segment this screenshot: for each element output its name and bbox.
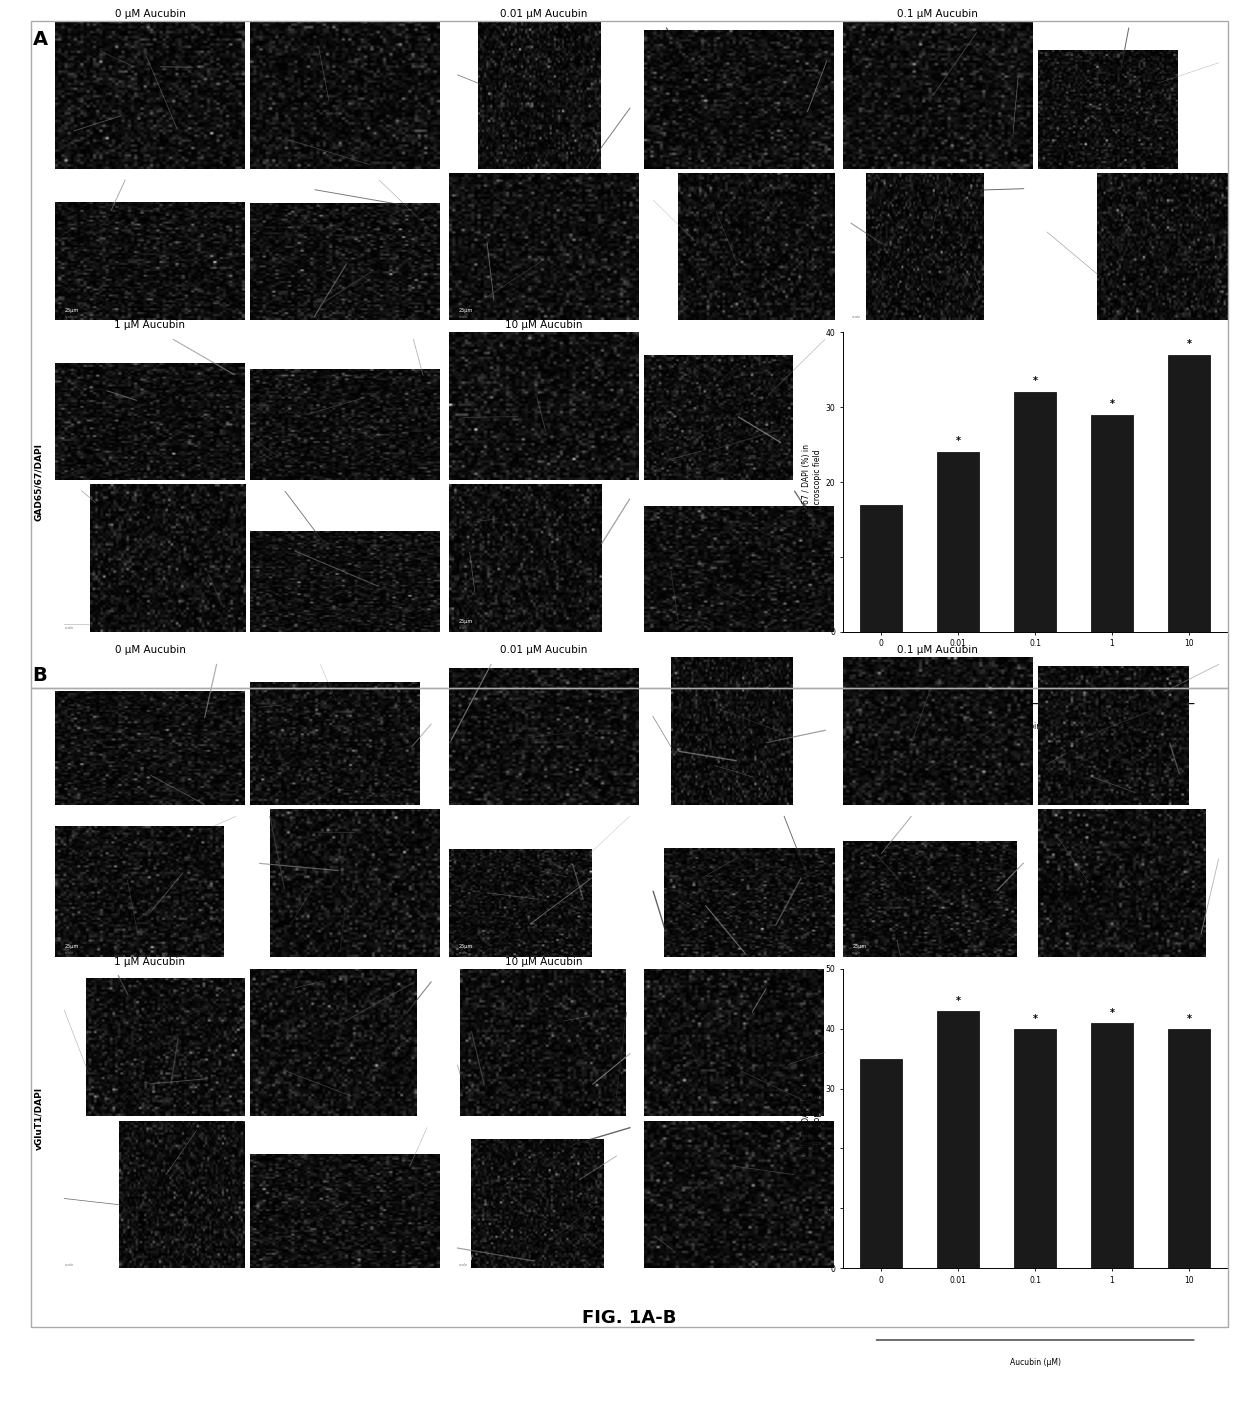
Bar (1168, 355, 1210, 632)
Text: *: * (1110, 399, 1115, 409)
Text: A: A (32, 29, 47, 49)
Text: scale: scale (459, 314, 467, 319)
Bar (937, 1011, 980, 1268)
Title: 0.1 μM Aucubin: 0.1 μM Aucubin (897, 646, 978, 656)
Text: Aucubin (μM): Aucubin (μM) (1009, 722, 1060, 730)
Title: 10 μM Aucubin: 10 μM Aucubin (505, 320, 583, 330)
Text: scale: scale (64, 1262, 74, 1266)
Text: GAD65/67/DAPI: GAD65/67/DAPI (35, 444, 43, 521)
Text: 25μm: 25μm (459, 307, 472, 313)
Text: B: B (32, 667, 47, 685)
Text: *: * (1187, 338, 1192, 348)
Text: *: * (1110, 1008, 1115, 1018)
Title: 0.01 μM Aucubin: 0.01 μM Aucubin (500, 8, 588, 18)
Text: scale: scale (459, 952, 467, 955)
Text: 25μm: 25μm (852, 945, 867, 949)
Title: 1 μM Aucubin: 1 μM Aucubin (114, 320, 186, 330)
Text: 25μm: 25μm (459, 619, 472, 625)
Title: 1 μM Aucubin: 1 μM Aucubin (114, 956, 186, 966)
Title: 0.1 μM Aucubin: 0.1 μM Aucubin (897, 8, 978, 18)
Text: 25μm: 25μm (64, 619, 79, 625)
Text: 25μm: 25μm (852, 307, 867, 313)
Text: vGluT1/DAPI: vGluT1/DAPI (35, 1087, 43, 1150)
Text: *: * (1187, 1014, 1192, 1024)
Text: 25μm: 25μm (64, 1255, 79, 1261)
Bar (1014, 392, 1056, 632)
Text: scale: scale (459, 626, 467, 630)
Bar (1091, 1022, 1133, 1268)
Text: Aucubin (μM): Aucubin (μM) (1009, 1358, 1060, 1367)
Bar (1014, 1029, 1056, 1268)
Bar (1091, 414, 1133, 632)
Text: 25μm: 25μm (64, 307, 79, 313)
Title: 0.01 μM Aucubin: 0.01 μM Aucubin (500, 646, 588, 656)
Text: 25μm: 25μm (459, 1255, 472, 1261)
Text: scale: scale (852, 952, 862, 955)
Title: 0 μM Aucubin: 0 μM Aucubin (114, 646, 186, 656)
Y-axis label: vGluT1 / DAPI (%) in
microscopic field: vGluT1 / DAPI (%) in microscopic field (802, 1080, 822, 1157)
Text: scale: scale (852, 314, 862, 319)
Y-axis label: GAD67 / DAPI (%) in
microscopic field: GAD67 / DAPI (%) in microscopic field (802, 444, 822, 521)
Text: scale: scale (64, 314, 74, 319)
Text: 25μm: 25μm (64, 945, 79, 949)
Text: *: * (956, 437, 961, 446)
Text: *: * (1033, 376, 1038, 386)
Text: scale: scale (64, 952, 74, 955)
Text: scale: scale (64, 626, 74, 630)
Text: 25μm: 25μm (459, 945, 472, 949)
Bar (861, 1059, 903, 1268)
Title: 10 μM Aucubin: 10 μM Aucubin (505, 956, 583, 966)
Title: 0 μM Aucubin: 0 μM Aucubin (114, 8, 186, 18)
Text: *: * (956, 995, 961, 1005)
Bar (937, 452, 980, 632)
Text: *: * (1033, 1014, 1038, 1024)
Text: FIG. 1A-B: FIG. 1A-B (582, 1309, 677, 1327)
Bar (1168, 1029, 1210, 1268)
Text: scale: scale (459, 1262, 467, 1266)
Bar (861, 504, 903, 632)
